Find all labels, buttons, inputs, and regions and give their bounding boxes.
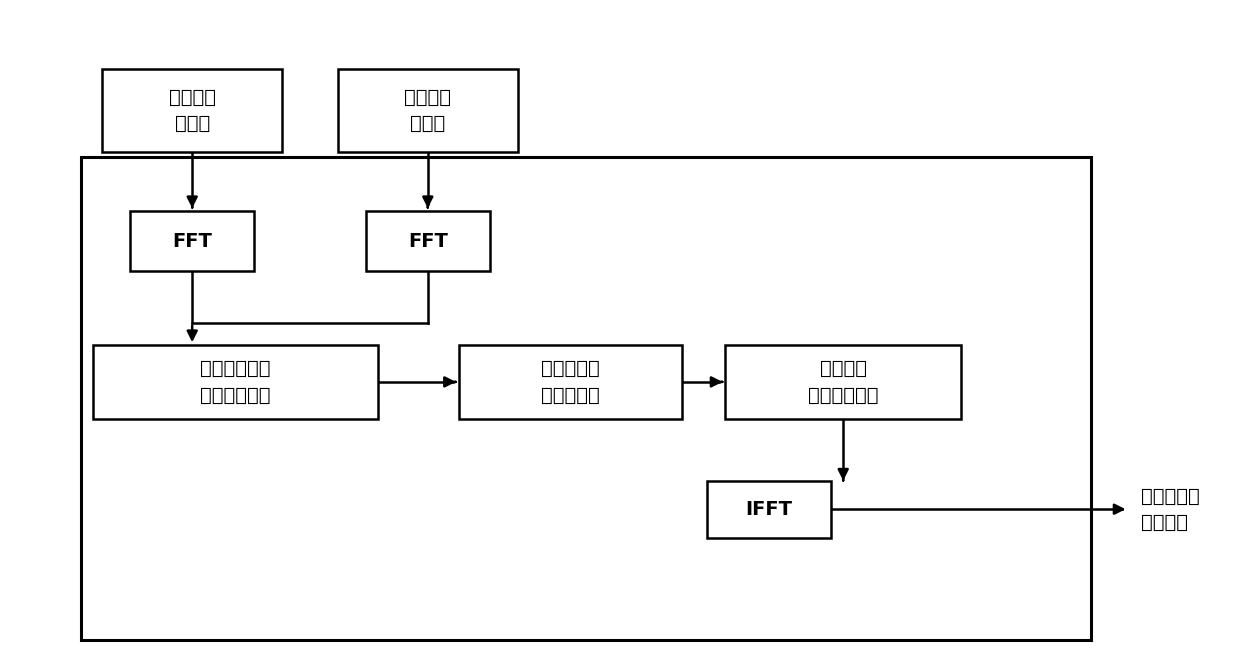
Text: IFFT: IFFT	[745, 500, 792, 519]
Bar	[725, 345, 961, 419]
Bar	[459, 345, 682, 419]
Bar	[93, 345, 378, 419]
Text: 后级滤波
回声清除抑制: 后级滤波 回声清除抑制	[808, 359, 878, 405]
Text: 双工检测残
余回声估计: 双工检测残 余回声估计	[541, 359, 600, 405]
Bar	[81, 157, 1091, 640]
Text: 麦克风增强
输出信号: 麦克风增强 输出信号	[1141, 486, 1199, 532]
Text: 扬声器输
入信号: 扬声器输 入信号	[404, 88, 451, 133]
Text: 自适应滤波器
回声路径计算: 自适应滤波器 回声路径计算	[201, 359, 270, 405]
Bar	[130, 211, 254, 271]
Bar	[337, 69, 518, 153]
Text: FFT: FFT	[408, 232, 448, 251]
Bar	[707, 481, 831, 537]
Bar	[366, 211, 490, 271]
Bar	[102, 69, 281, 153]
Text: 麦克风输
入信号: 麦克风输 入信号	[169, 88, 216, 133]
Text: FFT: FFT	[172, 232, 212, 251]
